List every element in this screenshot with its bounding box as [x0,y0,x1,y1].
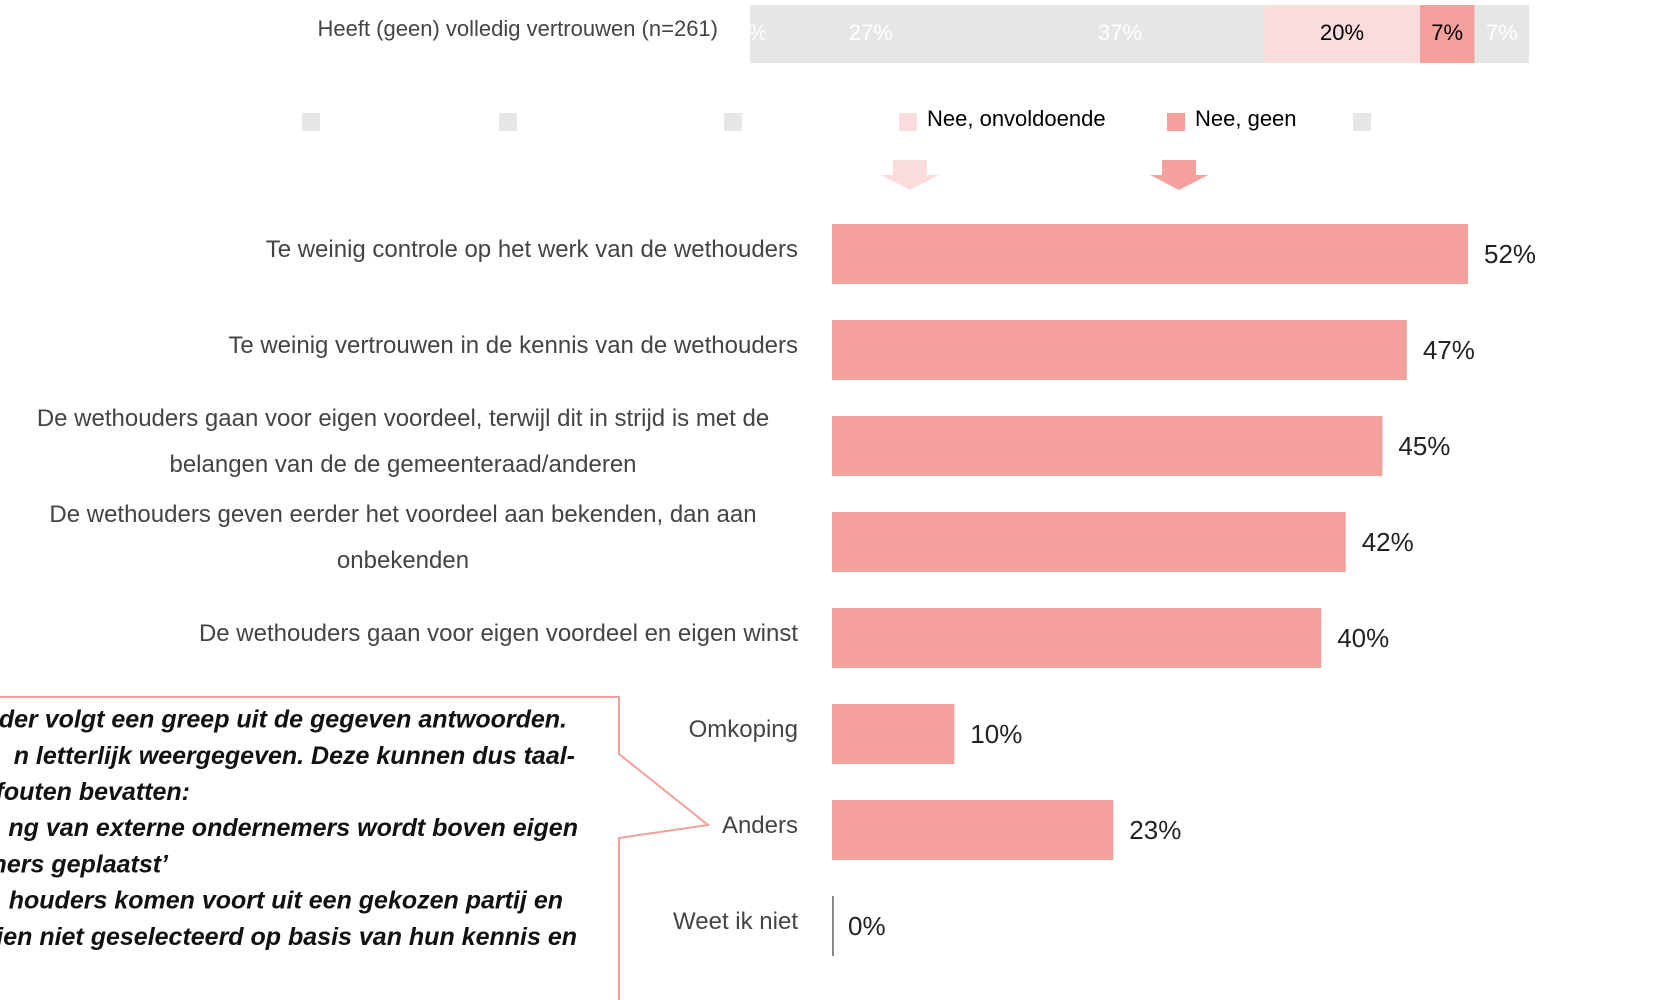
value-label: 52% [1484,239,1536,269]
bar-segment [765,5,976,63]
bar [832,224,1468,284]
callout-text: houders komen voort uit een gekozen part… [9,887,563,915]
arrow [1150,160,1208,190]
callout-text: fouten bevatten: [0,778,190,806]
bar [832,608,1322,668]
legend-label: Weet niet [1381,106,1474,131]
callout-text: ners geplaatst’ [0,850,169,878]
category-label: Omkoping [688,716,798,743]
bar [832,800,1114,860]
bar [832,512,1346,572]
category-label: Te weinig vertrouwen in de kennis van de… [228,332,798,359]
bar-segment [1419,5,1475,63]
bar-segment [975,5,1265,63]
bar [832,896,834,956]
value-label: 27% [849,20,893,45]
value-label: 42% [1362,527,1414,557]
legend-label: Ja, voldoende [527,106,664,131]
value-label: % [748,20,768,45]
bar-segment [1474,5,1529,63]
category-label: De wethouders gaan voor eigen voordeel e… [198,620,798,647]
bar [832,416,1383,476]
bar [832,320,1407,380]
legend-label: Nee, onvoldoende [927,106,1106,131]
value-label: 10% [970,719,1022,749]
value-label: 45% [1398,431,1450,461]
category-label: De wethouders geven eerder het voordeel … [49,501,757,574]
callout-box [0,696,711,1000]
category-label: Heeft (geen) volledig vertrouwen (n=261) [317,16,718,41]
legend-swatch [724,113,742,131]
bar-segment [750,5,766,63]
value-label: 37% [1098,20,1142,45]
value-label: 7% [1486,20,1518,45]
callout-text: n letterlijk weergegeven. Deze kunnen du… [14,742,575,770]
value-label: 47% [1423,335,1475,365]
value-label: 20% [1320,20,1364,45]
value-label: 23% [1129,815,1181,845]
category-label: Weet ik niet [673,908,798,935]
value-label: 7% [1431,20,1463,45]
callout-text: der volgt een greep uit de gegeven antwo… [0,706,567,734]
value-label: 40% [1337,623,1389,653]
legend-swatch [899,113,917,131]
category-label: De wethouders gaan voor eigen voordeel, … [36,405,770,478]
legend-swatch [1167,113,1185,131]
bar-segment [1264,5,1420,63]
legend-label: Neutraal [752,106,835,131]
callout-text: ien niet geselecteerd op basis van hun k… [0,923,577,951]
bar [832,704,955,764]
arrow [881,160,939,190]
value-label: 0% [848,911,886,941]
legend-swatch [302,113,320,131]
callout-text: ng van externe ondernemers wordt boven e… [8,814,578,842]
legend-label: Ja, volledig [330,106,440,131]
legend-swatch [1353,113,1371,131]
legend-label: Nee, geen [1195,106,1297,131]
category-label: Te weinig controle op het werk van de we… [265,236,798,263]
category-label: Anders [721,812,798,839]
legend-swatch [499,113,517,131]
